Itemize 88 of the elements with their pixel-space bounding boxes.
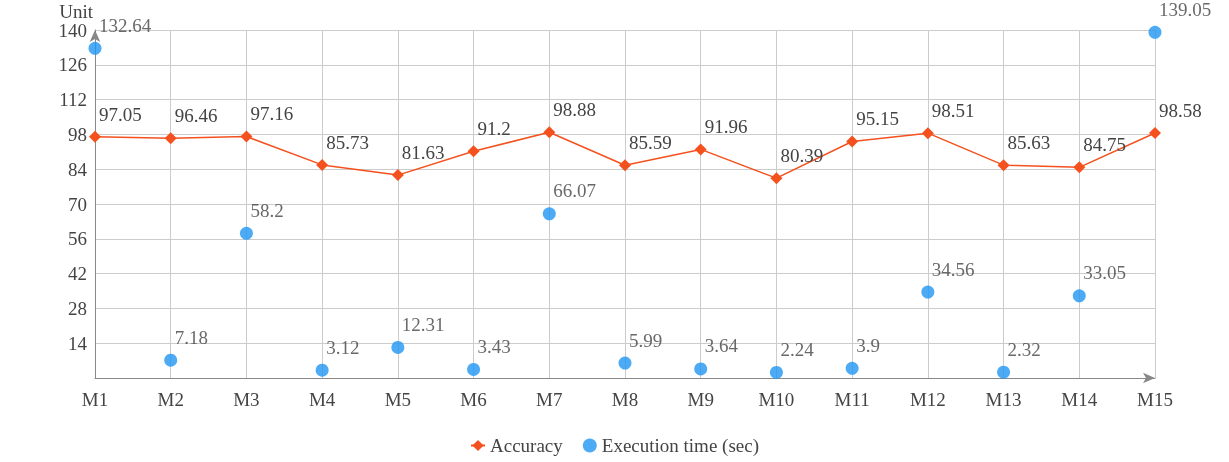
data-label: 81.63 [401,142,445,164]
legend-label: Execution time (sec) [601,435,759,457]
x-tick-label: M1 [81,389,109,410]
data-label: 5.99 [629,329,663,351]
point [467,145,480,158]
data-label: 3.43 [477,335,511,357]
point [997,365,1011,379]
data-label: 98.58 [1159,99,1202,121]
x-tick-label: M15 [1137,389,1173,410]
x-tick-label: M10 [758,389,795,410]
x-tick-label: M11 [834,389,870,410]
data-label: 98.88 [553,99,597,121]
y-tick-label: 140 [58,19,87,41]
point [89,130,101,143]
y-tick-label: 84 [68,158,88,180]
y-tick-label: 28 [68,297,87,319]
y-tick-label: 14 [68,332,88,354]
x-tick-label: M4 [308,389,336,410]
point [997,159,1010,172]
point [770,172,783,185]
legend-label: Accuracy [490,435,564,456]
point [921,285,935,299]
data-label: 84.75 [1083,134,1127,156]
y-axis-title: Unit [59,0,94,22]
point [619,159,631,172]
data-label: 96.46 [174,105,218,127]
y-tick-label: 112 [59,89,87,111]
point [846,135,859,148]
y-tick-label: 126 [58,54,87,76]
data-label: 2.24 [780,338,815,360]
y-tick-label: 98 [68,123,87,145]
point [239,226,253,240]
point [467,362,481,376]
point [1148,25,1162,39]
data-label: 85.63 [1007,132,1051,154]
point [88,41,102,55]
data-label: 80.39 [780,145,824,167]
data-label: 97.05 [99,103,142,125]
point [164,132,177,145]
data-label: 7.18 [174,326,208,348]
point [164,353,178,367]
data-label: 58.2 [250,199,284,221]
data-label: 3.9 [856,334,880,356]
point [316,158,329,171]
x-tick-label: M9 [687,389,714,410]
point [694,362,708,376]
point [315,363,329,377]
x-tick-label: M3 [233,389,260,410]
data-label: 33.05 [1083,262,1127,284]
data-label: 3.12 [326,336,360,358]
x-tick-label: M5 [384,389,412,410]
x-tick-label: M6 [460,389,487,410]
point [1073,161,1086,174]
data-label: 12.31 [401,313,445,335]
data-label: 66.07 [553,180,597,202]
point [618,356,632,370]
data-label: 85.73 [326,131,369,153]
y-tick-label: 70 [68,193,87,215]
y-tick-label: 42 [68,263,87,285]
point [240,130,253,143]
x-tick-label: M8 [611,389,639,410]
data-label: 85.59 [629,132,672,154]
point [1072,289,1086,303]
data-label: 98.51 [931,100,975,122]
x-tick-label: M12 [909,389,946,410]
point [921,127,934,140]
data-label: 139.05 [1159,0,1212,20]
data-label: 2.32 [1007,338,1041,360]
point [391,169,404,182]
point [391,340,405,354]
point [845,361,859,375]
x-tick-label: M2 [157,389,184,410]
data-label: 132.64 [99,14,152,36]
x-tick-label: M13 [985,389,1022,410]
data-label: 34.56 [931,258,975,280]
point [694,143,707,156]
data-label: 95.15 [856,108,899,130]
point [769,365,783,379]
point [543,126,556,139]
data-label: 91.96 [704,116,748,138]
data-label: 97.16 [250,103,294,125]
point [542,207,556,221]
point [1149,126,1161,139]
y-tick-label: 56 [68,228,87,250]
data-label: 3.64 [704,335,739,357]
data-label: 91.2 [477,118,511,140]
x-tick-label: M7 [536,389,563,410]
x-tick-label: M14 [1061,389,1098,410]
